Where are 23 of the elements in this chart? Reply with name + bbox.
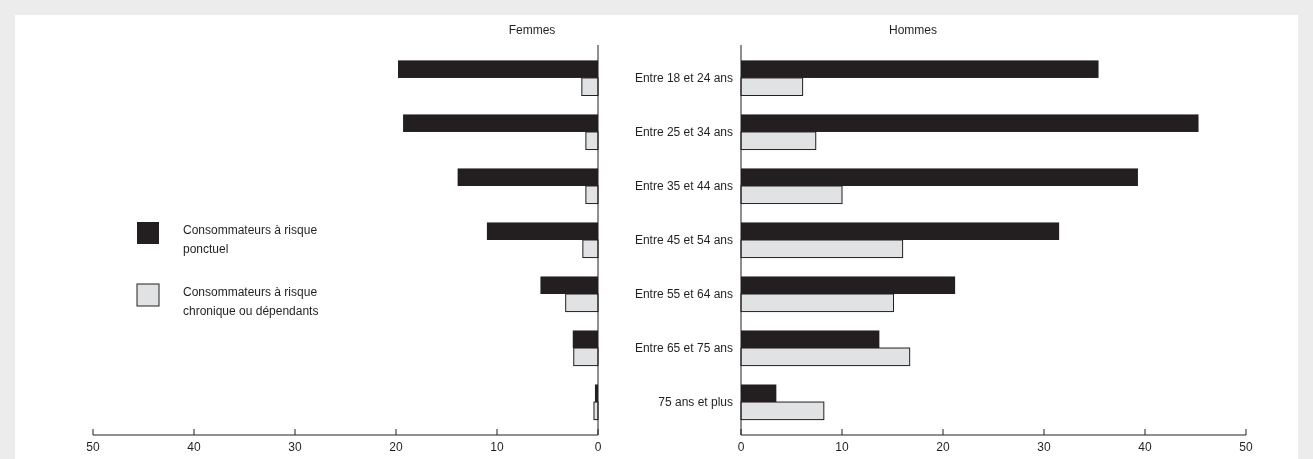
x-tick-label: 40 bbox=[1138, 440, 1152, 454]
x-tick-label: 40 bbox=[187, 440, 201, 454]
x-tick-label: 10 bbox=[835, 440, 849, 454]
x-tick-label: 30 bbox=[1037, 440, 1051, 454]
x-tick-label: 0 bbox=[737, 440, 745, 454]
x-tick-label: 50 bbox=[86, 440, 100, 454]
legend-label: Consommateurs à risque ponctuel bbox=[183, 223, 318, 256]
y-tick-label: Entre 65 et 75 ans bbox=[634, 341, 733, 356]
chart-title: Hommes bbox=[888, 23, 938, 37]
x-tick-label: 0 bbox=[594, 440, 602, 454]
y-tick-label: Entre 35 et 44 ans bbox=[634, 178, 733, 193]
y-tick-label: Entre 25 et 34 ans bbox=[634, 124, 733, 139]
y-tick-label: Entre 55 et 64 ans bbox=[634, 287, 733, 302]
chart-title: Femmes bbox=[508, 23, 556, 37]
x-tick-label: 50 bbox=[1239, 440, 1253, 454]
x-tick-label: 20 bbox=[389, 440, 403, 454]
legend-label: Consommateurs à risque chronique ou dépendants bbox=[183, 285, 319, 318]
y-tick-label: Entre 45 et 54 ans bbox=[634, 233, 733, 247]
x-tick-label: 10 bbox=[490, 440, 504, 454]
x-tick-label: 30 bbox=[288, 440, 302, 454]
y-tick-label: 75 ans et plus bbox=[658, 395, 733, 410]
y-tick-label: Entre 18 et 24 ans bbox=[634, 70, 733, 85]
x-tick-label: 20 bbox=[936, 440, 950, 454]
